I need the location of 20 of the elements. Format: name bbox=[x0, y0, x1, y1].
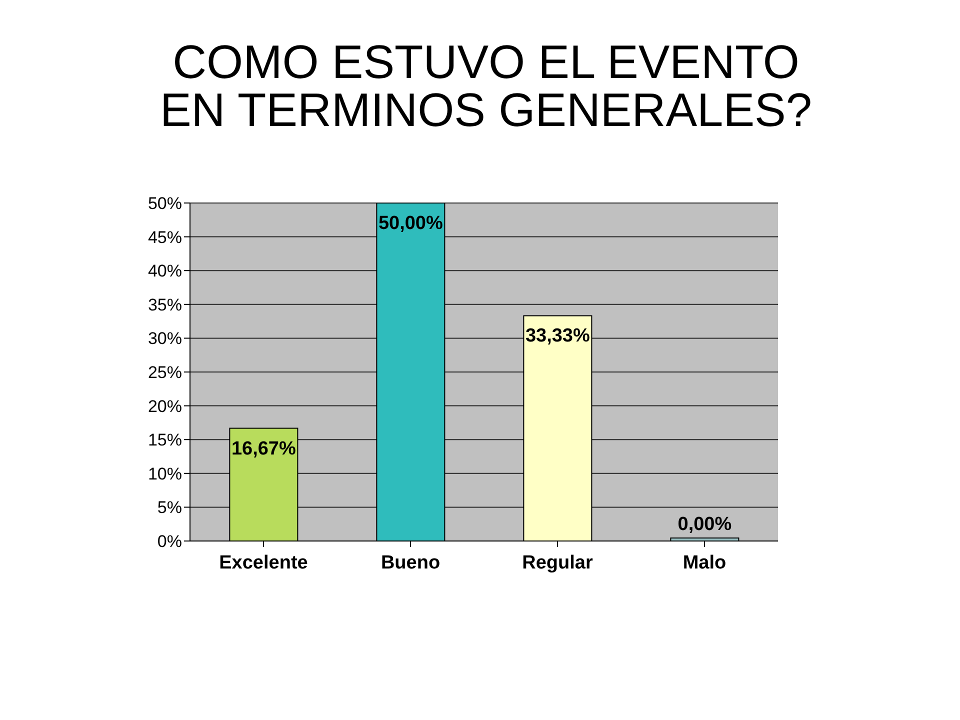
x-tick-label: Excelente bbox=[219, 552, 308, 574]
data-label: 16,67% bbox=[231, 438, 296, 460]
chart-title: COMO ESTUVO EL EVENTO EN TERMINOS GENERALES? bbox=[158, 35, 814, 136]
y-tick-label: 30% bbox=[148, 329, 182, 348]
data-label: 33,33% bbox=[525, 326, 590, 347]
y-tick-label: 10% bbox=[148, 464, 182, 484]
x-tick-label: Bueno bbox=[380, 552, 440, 574]
y-tick-label: 35% bbox=[148, 295, 182, 314]
y-tick-label: 25% bbox=[148, 363, 182, 382]
y-tick-label: 45% bbox=[148, 228, 182, 247]
data-label: 50,00% bbox=[378, 213, 444, 234]
x-tick-label: Malo bbox=[682, 552, 726, 574]
y-tick-label: 40% bbox=[148, 262, 182, 281]
y-tick-label: 50% bbox=[148, 194, 182, 214]
x-tick-label: Regular bbox=[522, 552, 594, 574]
y-tick-label: 0% bbox=[157, 532, 182, 552]
y-tick-label: 20% bbox=[148, 396, 182, 416]
y-tick-label: 5% bbox=[157, 498, 182, 518]
data-label: 0,00% bbox=[678, 514, 732, 535]
y-tick-label: 15% bbox=[148, 430, 182, 450]
